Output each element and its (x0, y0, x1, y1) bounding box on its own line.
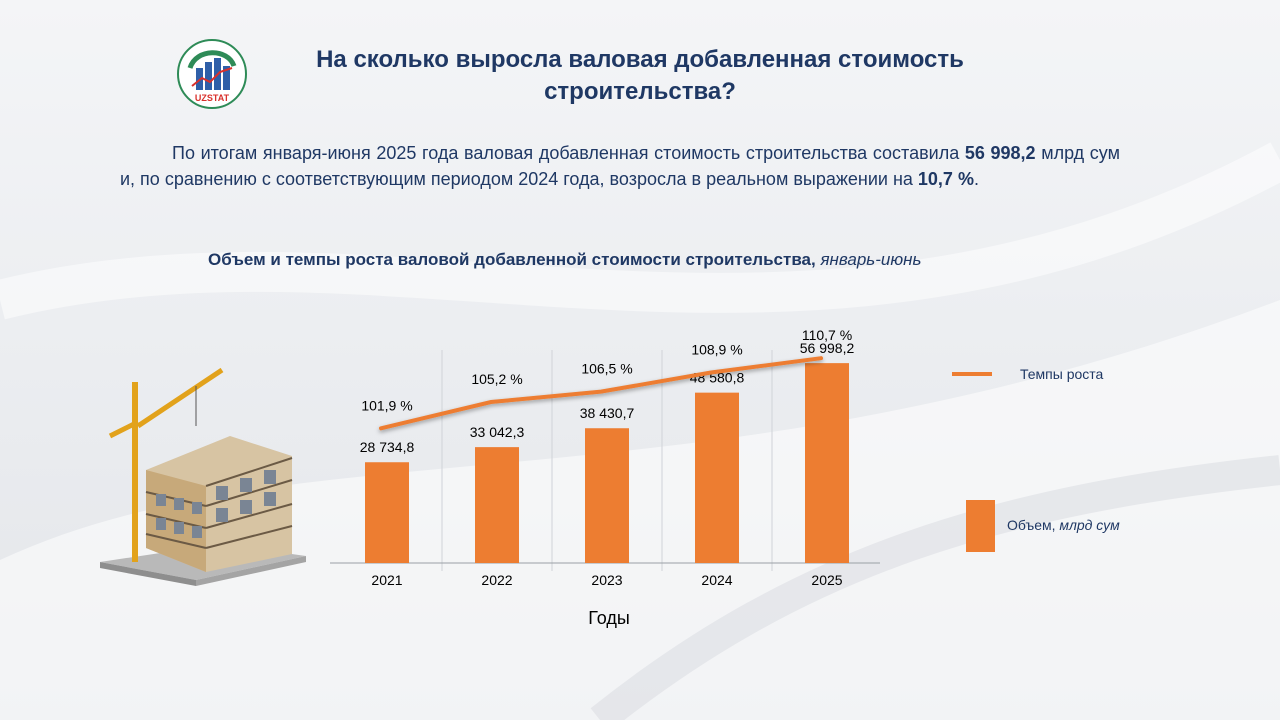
logo-text: UZSTAT (195, 93, 230, 103)
bar-label-2025: 56 998,2 (800, 340, 855, 356)
bar-2023 (585, 428, 629, 563)
x-tick-2024: 2024 (701, 572, 732, 588)
rate-label-2023: 106,5 % (581, 361, 632, 377)
rate-label-2021: 101,9 % (361, 397, 412, 413)
chart-title-period: январь-июнь (820, 250, 922, 269)
bar-2021 (365, 462, 409, 563)
page-title: На сколько выросла валовая добавленная с… (260, 44, 1020, 108)
rate-label-2025: 110,7 % (802, 327, 852, 343)
lead-value: 56 998,2 (964, 143, 1036, 163)
x-axis-title: Годы (588, 608, 630, 628)
legend-bar-swatch (966, 500, 995, 552)
title-line-2: строительства? (544, 78, 736, 105)
growth-rate-labels: 101,9 % 105,2 % 106,5 % 108,9 % 110,7 % (361, 327, 852, 413)
bar-label-2021: 28 734,8 (360, 439, 415, 455)
lead-part-1: По итогам января-июня 2025 года валовая … (172, 143, 965, 163)
legend-bar-unit: млрд сум (1059, 517, 1120, 533)
vertical-gridlines (441, 350, 773, 571)
x-tick-2023: 2023 (591, 572, 622, 588)
lead-part-3: . (973, 169, 979, 189)
bar-2025 (805, 363, 849, 563)
rate-label-2024: 108,9 % (691, 342, 742, 358)
legend-bar-text: Объем, (1007, 517, 1060, 533)
construction-building-illustration (100, 367, 306, 586)
lead-growth: 10,7 % (917, 169, 974, 189)
bar-series (365, 363, 849, 563)
legend-bar-label: Объем, млрд сум (1007, 517, 1120, 533)
bar-2024 (695, 392, 739, 563)
x-tick-labels: 2021 2022 2023 2024 2025 (371, 572, 842, 588)
growth-rate-line (379, 356, 823, 431)
lead-part-2: млрд сум и, по сравнению с соответствующ… (120, 143, 1120, 189)
x-tick-2025: 2025 (811, 572, 842, 588)
x-tick-2021: 2021 (371, 572, 402, 588)
bar-label-2023: 38 430,7 (580, 405, 635, 421)
uzstat-logo: UZSTAT (177, 39, 247, 109)
legend-line-label: Темпы роста (1020, 366, 1104, 382)
bar-label-2022: 33 042,3 (470, 424, 525, 440)
x-tick-2022: 2022 (481, 572, 512, 588)
bar-2022 (475, 447, 519, 563)
lead-paragraph: По итогам января-июня 2025 года валовая … (120, 140, 1120, 192)
legend-line-swatch (952, 372, 992, 376)
chart-title: Объем и темпы роста валовой добавленной … (208, 250, 1128, 270)
chart-title-main: Объем и темпы роста валовой добавленной … (208, 250, 821, 269)
rate-label-2022: 105,2 % (471, 371, 522, 387)
chart-area: 28 734,833 042,338 430,748 580,856 998,2… (330, 327, 880, 628)
title-line-1: На сколько выросла валовая добавленная с… (316, 46, 964, 73)
